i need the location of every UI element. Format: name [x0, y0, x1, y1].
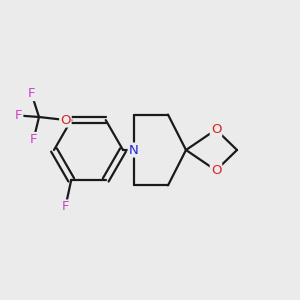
Text: F: F [62, 200, 69, 214]
Text: N: N [129, 143, 138, 157]
Text: O: O [60, 113, 71, 127]
Text: F: F [15, 109, 22, 122]
Text: O: O [211, 164, 221, 177]
Text: F: F [28, 87, 35, 100]
Text: O: O [211, 123, 221, 136]
Text: F: F [30, 133, 38, 146]
